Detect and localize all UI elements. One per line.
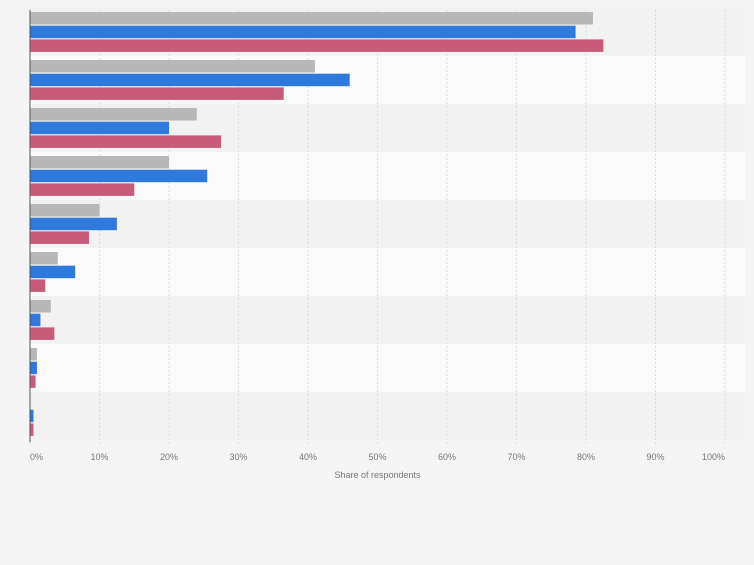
- bar: [30, 265, 76, 279]
- x-tick-label: 10%: [90, 452, 108, 462]
- bar: [30, 313, 41, 327]
- bar: [30, 327, 55, 340]
- bar: [30, 121, 169, 135]
- category-bands: [30, 8, 745, 440]
- x-axis-label: Share of respondents: [334, 470, 421, 480]
- x-tick-label: 40%: [299, 452, 317, 462]
- x-tick-label: 30%: [229, 452, 247, 462]
- category-band: [30, 392, 745, 440]
- x-tick-label: 20%: [160, 452, 178, 462]
- bar: [30, 87, 284, 100]
- bar: [30, 423, 34, 436]
- bar: [30, 39, 604, 52]
- x-tick-label: 100%: [702, 452, 725, 462]
- bars: [30, 12, 604, 436]
- bar: [30, 156, 169, 169]
- x-tick-label: 80%: [577, 452, 595, 462]
- bar: [30, 169, 208, 183]
- x-tick-labels: 0% 10% 20% 30% 40% 50% 60% 70% 80% 90% 100%: [30, 452, 725, 462]
- x-tick-label: 70%: [507, 452, 525, 462]
- bar: [30, 108, 197, 121]
- category-band: [30, 296, 745, 344]
- bar: [30, 348, 37, 361]
- x-tick-label: 90%: [646, 452, 664, 462]
- bar: [30, 204, 100, 217]
- category-band: [30, 248, 745, 296]
- bar: [30, 361, 37, 375]
- bar: [30, 60, 315, 73]
- category-band: [30, 200, 745, 248]
- bar: [30, 279, 46, 292]
- bar: [30, 183, 135, 196]
- x-tick-label: 60%: [438, 452, 456, 462]
- x-tick-label: 0%: [30, 452, 43, 462]
- bar: [30, 217, 117, 231]
- bar: [30, 300, 51, 313]
- bar: [30, 25, 576, 39]
- category-band: [30, 344, 745, 392]
- bar: [30, 12, 593, 25]
- bar: [30, 252, 58, 265]
- bar: [30, 375, 36, 388]
- bar: [30, 409, 34, 423]
- bar: [30, 73, 350, 87]
- bar: [30, 135, 222, 148]
- x-tick-label: 50%: [368, 452, 386, 462]
- bar: [30, 231, 90, 244]
